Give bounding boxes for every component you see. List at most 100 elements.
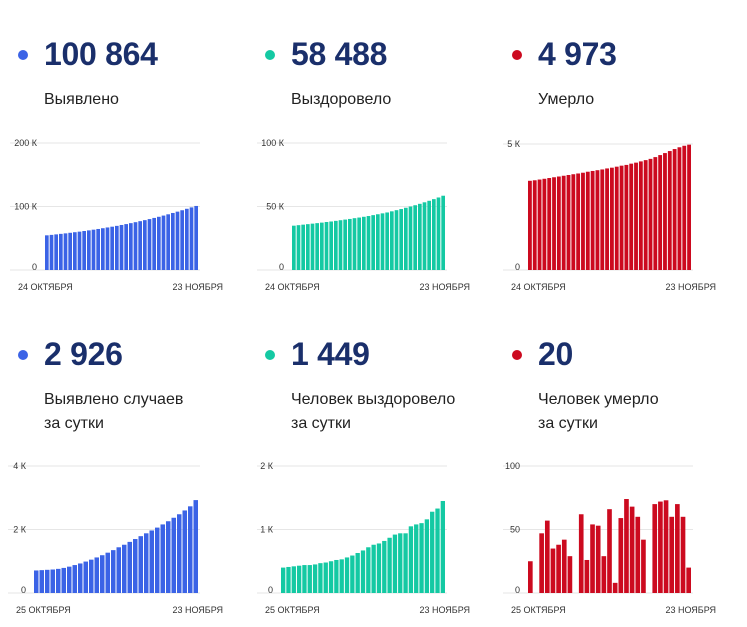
bar (63, 233, 68, 270)
x-start-label: 25 ОКТЯБРЯ (265, 605, 320, 615)
bar (155, 527, 160, 593)
chart-recovered-total: 0 50 К 100 К 24 ОКТЯБРЯ 23 НОЯБРЯ (257, 138, 470, 292)
x-end-label: 23 НОЯБРЯ (419, 282, 470, 292)
bar (394, 210, 399, 270)
bar (318, 563, 323, 593)
series-dot (512, 350, 522, 360)
series-dot (265, 50, 275, 60)
bar (352, 218, 357, 270)
bar (343, 219, 347, 270)
bar (72, 565, 77, 593)
bar (73, 232, 77, 270)
chart-detected-total: 0 100 К 200 К 24 ОКТЯБРЯ 23 НОЯБРЯ (10, 138, 223, 292)
bar (390, 211, 394, 270)
bar (687, 144, 691, 270)
bar (590, 170, 595, 270)
bar (432, 199, 436, 270)
bar (398, 533, 403, 593)
bar (595, 170, 600, 270)
bar (328, 561, 334, 593)
bar (532, 180, 537, 270)
bar (605, 168, 609, 270)
bar (652, 504, 658, 593)
bar (143, 220, 147, 270)
bar (194, 205, 198, 270)
bar (110, 226, 114, 270)
panel-detected-total: 100 864 Выявлено (0, 0, 240, 300)
bar (302, 565, 307, 593)
bar (680, 516, 686, 593)
bar (408, 206, 413, 270)
bar (344, 557, 350, 593)
bar (382, 540, 387, 593)
bar (133, 539, 138, 593)
bar (339, 559, 344, 593)
panel-recovered-daily: 1 449 Человек выздоровело за сутки (247, 310, 487, 610)
bar (430, 511, 435, 593)
bar (329, 221, 333, 270)
series-dot (265, 350, 275, 360)
bar (144, 533, 149, 593)
bar (188, 506, 193, 593)
bar (528, 561, 533, 593)
bar (414, 524, 419, 593)
died-daily-label: Человек умерло за сутки (538, 388, 728, 436)
bar (576, 173, 581, 270)
bar (528, 180, 532, 270)
bar (334, 220, 338, 270)
bar (138, 536, 143, 593)
bar (320, 222, 324, 270)
bar (675, 504, 680, 593)
bar (385, 212, 389, 270)
bar (116, 547, 121, 593)
bar (312, 564, 318, 593)
label-line: Выявлено (44, 91, 119, 108)
y-tick-label: 0 (32, 262, 37, 272)
x-start-label: 24 ОКТЯБРЯ (265, 282, 320, 292)
bar (171, 517, 176, 593)
label-line: Выздоровело (291, 91, 392, 108)
x-end-label: 23 НОЯБРЯ (419, 605, 470, 615)
bar (301, 224, 305, 270)
bar (663, 500, 669, 593)
bar (571, 174, 576, 270)
y-tick-label: 100 (505, 461, 520, 471)
bar (166, 521, 171, 593)
bar (424, 519, 430, 593)
label-line: за сутки (538, 415, 598, 432)
bar (595, 525, 601, 593)
bar (101, 228, 105, 270)
bar (105, 552, 110, 593)
x-start-label: 25 ОКТЯБРЯ (16, 605, 71, 615)
x-end-label: 23 НОЯБРЯ (172, 605, 223, 615)
bar (624, 499, 629, 593)
y-tick-label: 4 К (13, 461, 27, 471)
panel-detected-daily: 2 926 Выявлено случаев за сутки (0, 310, 240, 610)
bar (629, 163, 634, 270)
bar (166, 214, 170, 270)
bar (324, 221, 329, 270)
y-tick-label: 0 (21, 585, 26, 595)
x-start-label: 25 ОКТЯБРЯ (511, 605, 566, 615)
died-daily-value: 20 (538, 336, 573, 372)
x-start-label: 24 ОКТЯБРЯ (511, 282, 566, 292)
died-total-value: 4 973 (538, 36, 617, 72)
y-tick-label: 50 (510, 525, 520, 535)
bar (315, 223, 319, 270)
bar (419, 523, 424, 593)
bar (619, 165, 624, 270)
label-line: Выявлено случаев (44, 391, 184, 408)
bar (124, 224, 128, 270)
bar (658, 501, 663, 593)
bar (641, 539, 646, 593)
bar (133, 222, 138, 270)
label-line: за сутки (44, 415, 104, 432)
bar (618, 518, 624, 593)
bar (408, 526, 414, 593)
y-tick-label: 100 К (14, 202, 38, 212)
bar (160, 524, 165, 593)
bar (376, 214, 380, 270)
bar (612, 582, 618, 593)
bar (177, 514, 182, 593)
bar (91, 229, 96, 270)
